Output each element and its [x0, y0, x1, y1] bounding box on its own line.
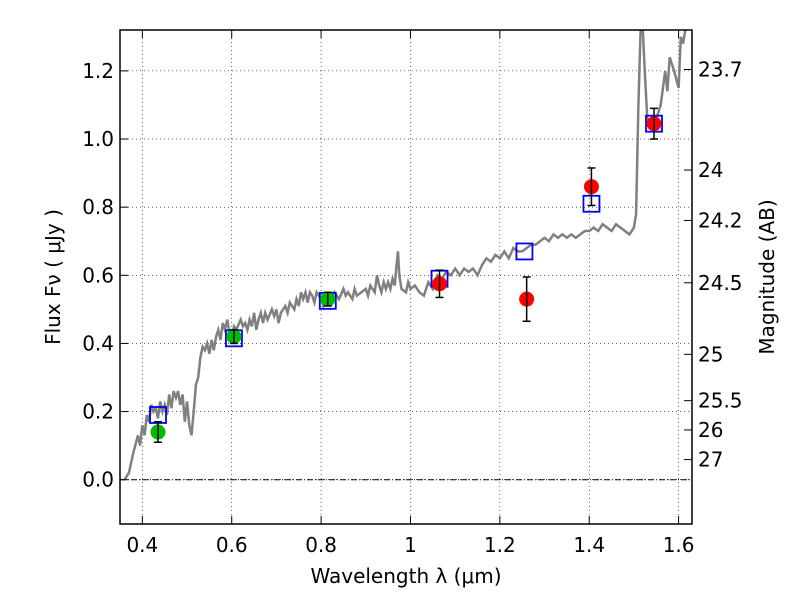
y2-tick-label: 23.7: [698, 58, 743, 82]
y2-tick-label: 26: [698, 418, 723, 442]
plot-background: [120, 30, 692, 524]
y-tick-label: 0.4: [82, 331, 114, 355]
data-markers: [149, 107, 663, 443]
model-spectrum-line: [123, 30, 687, 481]
y2-tick-label: 25: [698, 342, 723, 366]
x-tick-label: 1.4: [573, 533, 605, 557]
model-photometry-square: [515, 242, 534, 261]
y2-axis-label: Magnitude (AB): [755, 199, 779, 354]
y2-tick-label: 25.5: [698, 389, 743, 413]
y-tick-label: 0.8: [82, 195, 114, 219]
y2-tick-label: 24.2: [698, 208, 743, 232]
y-tick-label: 1.0: [82, 127, 114, 151]
y-tick-label: 0.6: [82, 263, 114, 287]
y-axis-label: Flux Fν ( μJy ): [41, 209, 65, 345]
x-tick-label: 1.2: [484, 533, 516, 557]
y-tick-label: 0.0: [82, 468, 114, 492]
plot-area: [123, 30, 687, 481]
y-tick-label: 0.2: [82, 400, 114, 424]
x-tick-label: 0.4: [126, 533, 158, 557]
x-tick-label: 1.6: [663, 533, 695, 557]
x-tick-label: 1: [404, 533, 417, 557]
x-axis-label: Wavelength λ (μm): [310, 564, 501, 588]
axis-ticks: 0.4 0.6 0.8 1 1.2 1.4 1.6 0.0 0.2 0.4 0.6 0.8 1.0 1.2…: [82, 30, 743, 557]
x-tick-label: 0.6: [216, 533, 248, 557]
y2-tick-label: 24: [698, 158, 723, 182]
y2-tick-label: 27: [698, 448, 723, 472]
x-tick-label: 0.8: [305, 533, 337, 557]
y2-tick-label: 24.5: [698, 271, 743, 295]
plot-frame: [119, 29, 693, 525]
y-tick-label: 1.2: [82, 59, 114, 83]
